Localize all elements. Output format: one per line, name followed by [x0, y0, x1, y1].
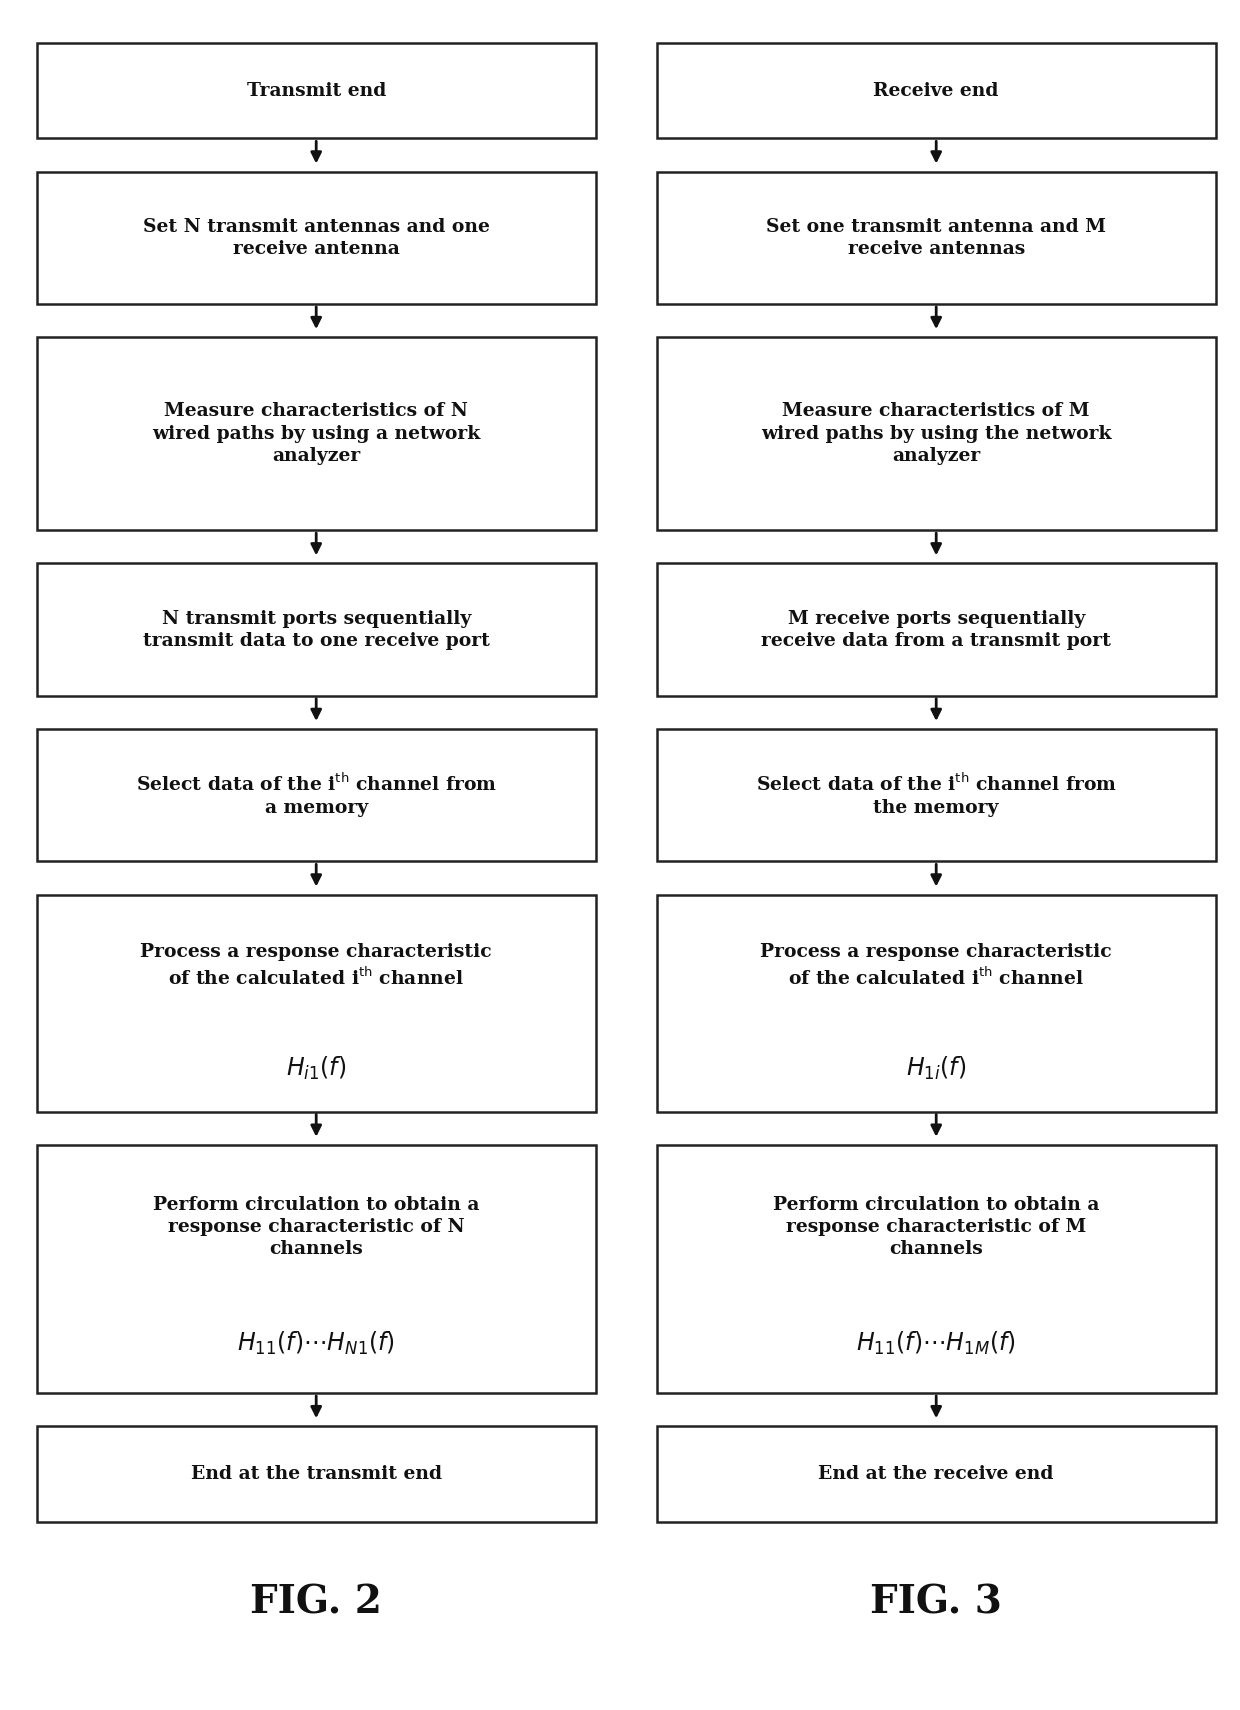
Text: $H_{11}(f)\cdots H_{1M}(f)$: $H_{11}(f)\cdots H_{1M}(f)$: [857, 1330, 1016, 1358]
Bar: [657, 337, 1215, 530]
Text: Measure characteristics of N
wired paths by using a network
analyzer: Measure characteristics of N wired paths…: [153, 402, 480, 465]
Bar: [657, 894, 1215, 1112]
Text: Set N transmit antennas and one
receive antenna: Set N transmit antennas and one receive …: [143, 217, 490, 258]
Bar: [37, 894, 595, 1112]
Bar: [657, 171, 1215, 304]
Text: Process a response characteristic
of the calculated i$^{\mathrm{th}}$ channel: Process a response characteristic of the…: [760, 944, 1112, 988]
Text: Select data of the i$^{\mathrm{th}}$ channel from
the memory: Select data of the i$^{\mathrm{th}}$ cha…: [755, 773, 1117, 817]
Text: Receive end: Receive end: [873, 82, 999, 99]
Text: $H_{i1}(f)$: $H_{i1}(f)$: [286, 1055, 346, 1082]
Bar: [657, 728, 1215, 862]
Bar: [37, 563, 595, 696]
Text: Select data of the i$^{\mathrm{th}}$ channel from
a memory: Select data of the i$^{\mathrm{th}}$ cha…: [135, 773, 497, 817]
Text: $H_{11}(f)\cdots H_{N1}(f)$: $H_{11}(f)\cdots H_{N1}(f)$: [237, 1330, 396, 1358]
Text: Perform circulation to obtain a
response characteristic of M
channels: Perform circulation to obtain a response…: [773, 1195, 1100, 1259]
Bar: [657, 1426, 1215, 1522]
Bar: [37, 43, 595, 139]
Text: FIG. 3: FIG. 3: [870, 1583, 1002, 1621]
Bar: [657, 563, 1215, 696]
Text: Perform circulation to obtain a
response characteristic of N
channels: Perform circulation to obtain a response…: [153, 1195, 480, 1259]
Text: End at the transmit end: End at the transmit end: [191, 1465, 441, 1483]
Bar: [657, 1144, 1215, 1394]
Bar: [37, 728, 595, 862]
Bar: [37, 1426, 595, 1522]
Text: Measure characteristics of M
wired paths by using the network
analyzer: Measure characteristics of M wired paths…: [761, 402, 1111, 465]
Text: N transmit ports sequentially
transmit data to one receive port: N transmit ports sequentially transmit d…: [143, 609, 490, 650]
Bar: [37, 171, 595, 304]
Text: $H_{1i}(f)$: $H_{1i}(f)$: [906, 1055, 966, 1082]
Text: End at the receive end: End at the receive end: [818, 1465, 1054, 1483]
Text: FIG. 2: FIG. 2: [250, 1583, 382, 1621]
Bar: [37, 1144, 595, 1394]
Text: Set one transmit antenna and M
receive antennas: Set one transmit antenna and M receive a…: [766, 217, 1106, 258]
Bar: [657, 43, 1215, 139]
Text: Transmit end: Transmit end: [247, 82, 386, 99]
Bar: [37, 337, 595, 530]
Text: M receive ports sequentially
receive data from a transmit port: M receive ports sequentially receive dat…: [761, 609, 1111, 650]
Text: Process a response characteristic
of the calculated i$^{\mathrm{th}}$ channel: Process a response characteristic of the…: [140, 944, 492, 988]
